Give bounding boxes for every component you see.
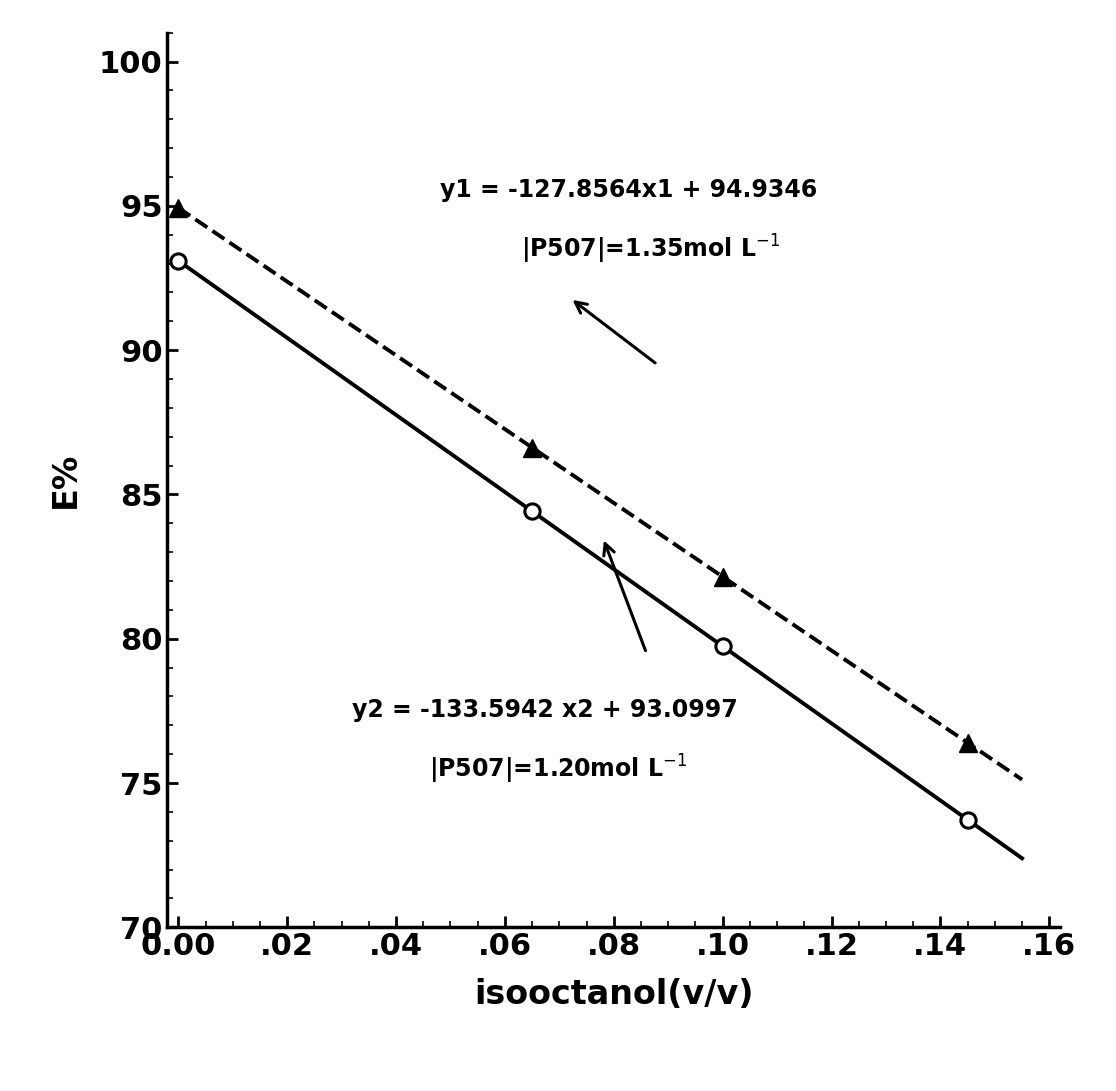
Y-axis label: E%: E%	[49, 452, 83, 508]
Text: y2 = -133.5942 x2 + 93.0997: y2 = -133.5942 x2 + 93.0997	[353, 697, 739, 721]
X-axis label: isooctanol(v/v): isooctanol(v/v)	[474, 978, 753, 1011]
Text: |P507|=1.20mol L$^{-1}$: |P507|=1.20mol L$^{-1}$	[429, 753, 686, 786]
Text: |P507|=1.35mol L$^{-1}$: |P507|=1.35mol L$^{-1}$	[521, 233, 780, 266]
Text: y1 = -127.8564x1 + 94.9346: y1 = -127.8564x1 + 94.9346	[440, 178, 817, 202]
